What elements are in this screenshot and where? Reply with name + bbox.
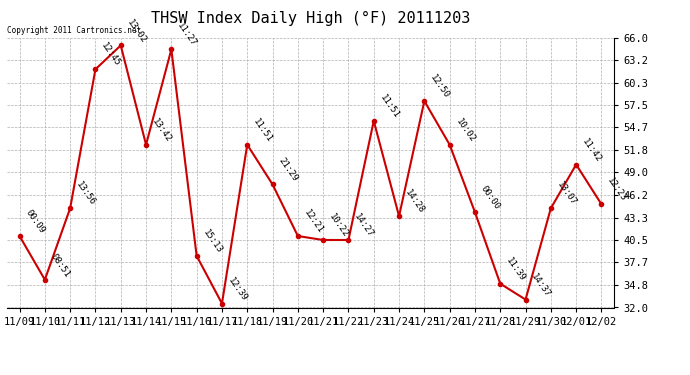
Text: 10:22: 10:22 [327,212,350,239]
Text: 14:27: 14:27 [353,212,375,239]
Text: 12:45: 12:45 [99,41,122,69]
Text: 13:02: 13:02 [125,18,148,45]
Text: 11:39: 11:39 [504,256,527,283]
Text: 11:51: 11:51 [378,93,401,120]
Text: 12:39: 12:39 [226,276,249,303]
Text: 12:50: 12:50 [428,73,451,100]
Text: 14:37: 14:37 [530,272,553,299]
Text: 15:13: 15:13 [201,228,224,255]
Text: 21:29: 21:29 [277,156,299,184]
Text: 12:21: 12:21 [302,208,325,235]
Text: 00:00: 00:00 [479,184,502,211]
Text: 00:09: 00:09 [23,208,46,235]
Text: THSW Index Daily High (°F) 20111203: THSW Index Daily High (°F) 20111203 [151,11,470,26]
Text: 11:27: 11:27 [175,21,198,49]
Text: 10:02: 10:02 [454,117,477,144]
Text: 13:07: 13:07 [555,180,578,207]
Text: 11:51: 11:51 [251,117,274,144]
Text: 12:23: 12:23 [606,176,629,204]
Text: 13:56: 13:56 [75,180,97,207]
Text: 14:28: 14:28 [403,188,426,215]
Text: 11:42: 11:42 [580,136,603,164]
Text: Copyright 2011 Cartronics.net: Copyright 2011 Cartronics.net [7,26,141,35]
Text: 08:51: 08:51 [49,252,72,279]
Text: 13:42: 13:42 [150,117,173,144]
